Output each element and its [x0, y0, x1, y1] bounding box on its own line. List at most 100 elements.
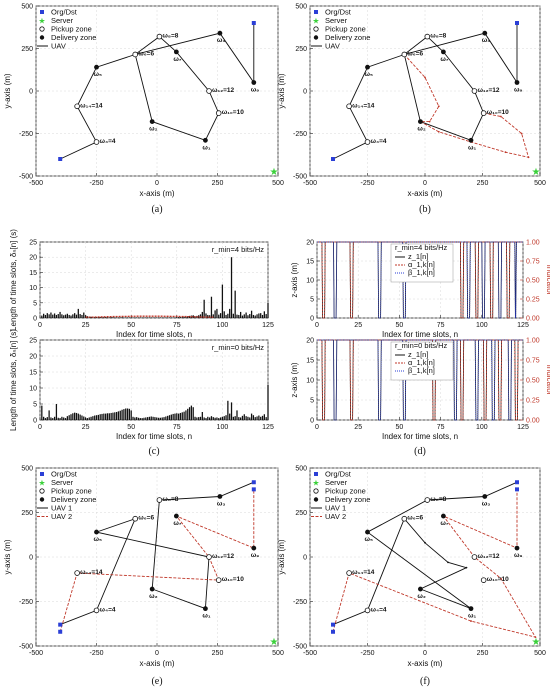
- x-tick-label: -500: [29, 180, 43, 187]
- bar: [238, 314, 240, 318]
- y-tick-label: 0: [33, 316, 37, 323]
- bar: [212, 417, 214, 420]
- zone-label: ω₉: [251, 87, 259, 94]
- bar: [77, 413, 79, 420]
- zone-label: ω₁: [202, 144, 210, 151]
- bar: [53, 416, 56, 420]
- bar: [97, 414, 100, 420]
- panel-caption: (b): [419, 204, 431, 215]
- zone-label: ω₁: [468, 144, 476, 151]
- bar: [75, 412, 78, 420]
- bar: [95, 415, 98, 420]
- bar: [90, 316, 92, 318]
- zone-label: ω₂: [149, 126, 157, 133]
- plot-frame: [39, 339, 269, 421]
- legend-box: [390, 243, 454, 283]
- x-tick-label: 75: [173, 322, 181, 329]
- zone-label: ω₁₄=14: [80, 102, 103, 109]
- bar: [167, 317, 169, 318]
- y-tick-label: 5: [33, 402, 37, 409]
- zone-label: ω₂: [149, 593, 157, 600]
- path-point: [500, 577, 502, 580]
- bar: [125, 317, 127, 318]
- y-axis-label: z-axis (m): [290, 362, 299, 397]
- bar: [121, 409, 123, 420]
- bar: [245, 312, 247, 318]
- x-tick-label: 50: [127, 322, 135, 329]
- delivery-zone-marker: [173, 49, 179, 55]
- delivery-zone-marker: [251, 80, 257, 85]
- bar: [50, 417, 52, 420]
- pickup-zone-marker: [215, 110, 222, 116]
- zone-label: ω₄=4: [371, 606, 387, 613]
- bar: [267, 384, 269, 420]
- zone-label: ω₁₄=14: [352, 102, 375, 109]
- bar: [229, 413, 231, 420]
- x-tick-label: 50: [396, 322, 404, 329]
- y-tick-label: -250: [293, 599, 307, 606]
- x-tick-label: 100: [217, 424, 229, 431]
- org-dst-marker: [251, 480, 256, 485]
- bar: [192, 315, 194, 318]
- bar: [137, 417, 140, 420]
- bar: [229, 308, 231, 318]
- bar: [265, 314, 267, 318]
- path-point: [527, 156, 530, 159]
- bar: [63, 315, 65, 318]
- bar: [176, 413, 178, 420]
- pickup-zone-marker: [480, 577, 487, 583]
- delivery-zone-marker: [149, 119, 155, 124]
- bar: [83, 312, 85, 318]
- bar: [199, 416, 202, 420]
- y-tick-label: 20: [306, 240, 314, 247]
- legend-key-server: ★: [312, 479, 319, 488]
- y2-tick-label: 0.00: [526, 418, 540, 425]
- y-tick-label: 20: [306, 338, 314, 345]
- legend-label: Server: [325, 478, 348, 487]
- x-tick-label: 500: [534, 180, 546, 187]
- x-tick-label: 0: [155, 650, 159, 657]
- legend-label: Org/Dst: [51, 8, 78, 17]
- rate-annotation: r_min=0 bits/Hz: [395, 341, 448, 350]
- x-tick-label: 25: [82, 322, 90, 329]
- bar: [232, 313, 234, 318]
- bar: [254, 315, 256, 318]
- bar: [68, 415, 70, 420]
- x-tick-label: 100: [476, 322, 488, 329]
- y-axis-label: z-axis (m): [290, 262, 299, 297]
- y2-axis-label: Indicator: [545, 265, 550, 296]
- bar: [146, 417, 149, 420]
- y2-tick-label: 0.75: [526, 358, 540, 365]
- y-tick-label: 500: [21, 466, 33, 473]
- zone-label: ω₁₂=12: [212, 553, 234, 560]
- bar: [219, 313, 222, 318]
- zone-label: ω₉: [251, 552, 259, 559]
- bar: [194, 416, 196, 420]
- x-tick-label: 50: [127, 424, 135, 431]
- org-dst-marker: [331, 157, 335, 161]
- bar: [252, 314, 255, 318]
- bar: [221, 284, 224, 318]
- y-tick-label: 5: [310, 398, 314, 405]
- pickup-zone-marker: [93, 607, 100, 614]
- bar: [243, 314, 245, 318]
- x-axis-label: Index for time slots, n: [382, 330, 458, 339]
- bar: [86, 418, 89, 420]
- bar: [55, 404, 58, 420]
- bar: [64, 314, 67, 318]
- panel-caption: (c): [148, 446, 159, 457]
- bar: [260, 416, 262, 420]
- bar: [50, 312, 52, 318]
- legend-label: Server: [51, 16, 74, 25]
- zone-label: ω₆=6: [407, 515, 423, 522]
- delivery-zone-marker: [217, 30, 223, 36]
- y-tick-label: 15: [306, 259, 314, 266]
- x-tick-label: -250: [89, 650, 103, 657]
- legend-label: UAV 2: [51, 512, 72, 521]
- bar: [123, 409, 125, 420]
- pickup-zone-marker: [364, 607, 371, 614]
- bar: [145, 417, 147, 420]
- y-tick-label: 0: [33, 418, 37, 425]
- bar: [52, 314, 54, 318]
